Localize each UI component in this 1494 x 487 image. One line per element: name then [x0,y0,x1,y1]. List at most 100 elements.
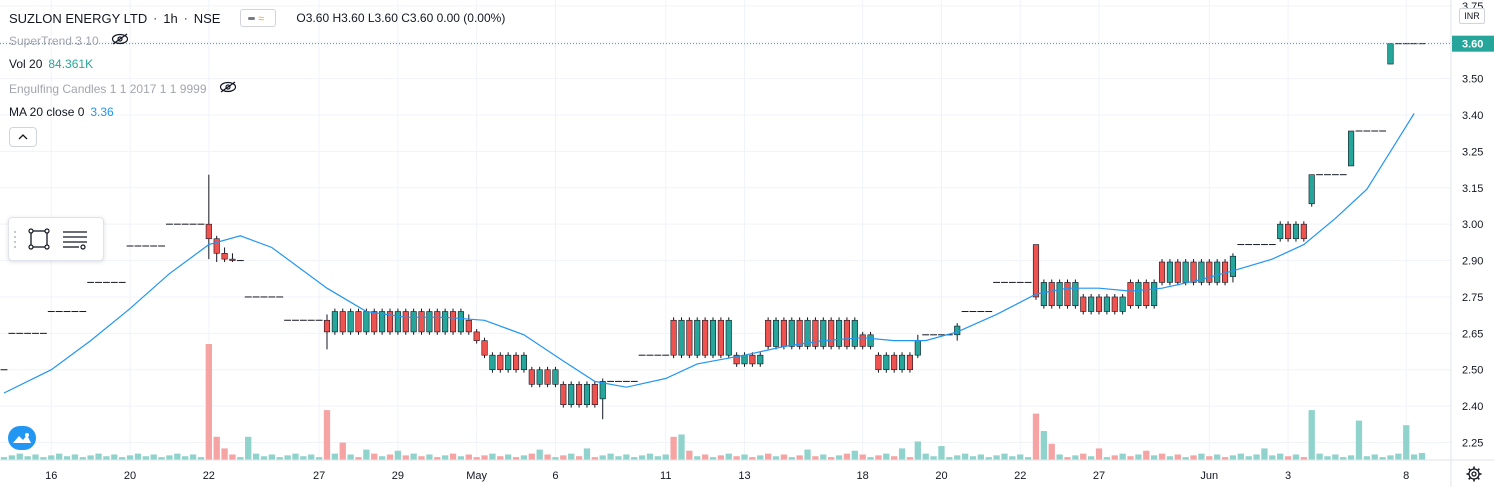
candle-up [883,354,890,371]
candle-down [1300,223,1307,240]
drag-handle-icon[interactable] [9,230,21,248]
candle-up [1182,261,1189,283]
volume-bar [1056,454,1063,460]
volume-bar [24,456,31,460]
volume-bar [126,455,134,460]
volume-bar [1418,453,1426,460]
candle-down [733,354,740,365]
volume-bar [386,454,394,460]
volume-bar [575,456,583,460]
candle-up [1088,296,1095,312]
volume-bar [1143,450,1150,460]
volume-bar [1269,455,1276,460]
symbol-name[interactable]: SUZLON ENERGY LTD [9,10,148,26]
candle-up [331,311,338,333]
volume-bar [221,448,228,460]
volume-bar [1151,455,1158,460]
volume-bar [205,344,212,460]
settings-gear-icon[interactable] [1465,465,1483,483]
volume-bar [1032,413,1040,460]
chart-grid [0,0,1451,460]
candle-down [205,223,212,240]
volume-bar [95,453,102,460]
object-tree-button[interactable] [57,221,93,257]
volume-bar [717,455,725,460]
volume-bar [434,457,441,460]
volume-bar [977,454,984,460]
time-tick-label: 8 [1403,470,1409,482]
volume-bar [465,454,472,460]
candle-up [347,311,354,333]
exchange-label: NSE [193,10,221,26]
volume-label: Vol 20 [9,57,43,71]
candle-up [741,354,748,365]
engulfing-legend[interactable]: Engulfing Candles 1 1 2017 1 1 9999 [9,81,237,96]
candle-up [599,381,606,400]
volume-bar [560,455,567,460]
volume-bar [103,456,110,460]
time-tick-label: May [466,470,487,482]
volume-bar [568,453,575,460]
volume-bar [709,457,717,460]
candle-down [843,319,850,347]
supertrend-legend[interactable]: SuperTrend 3 10 [9,33,129,48]
candle-up [867,334,874,347]
price-tick-label: 3.40 [1462,110,1483,122]
volume-bar [583,448,591,460]
volume-bar [166,455,173,460]
candle-down [891,354,898,371]
candle-down [1048,282,1055,306]
volume-bar [142,456,149,460]
volume-bar [402,455,409,460]
volume-bar [812,456,819,460]
compare-toggle-icon[interactable]: ≈ [240,9,277,27]
currency-label[interactable]: INR [1459,8,1485,24]
volume-bar [733,456,740,460]
floating-drawing-toolbar[interactable] [8,217,104,261]
rectangle-tool-button[interactable] [21,221,57,257]
volume-bar [284,455,291,460]
volume-bar [268,454,275,460]
candle-up [410,311,417,333]
candle-down [859,334,866,347]
volume-bar [828,457,835,460]
time-tick-label: 20 [935,470,947,482]
volume-bar [638,455,646,460]
hidden-eye-icon[interactable] [219,81,237,96]
volume-bar [851,450,858,460]
candle-up [363,311,370,333]
volume-bar [292,453,299,460]
volume-bar [623,454,630,460]
ma-legend[interactable]: MA 20 close 0 3.36 [9,105,114,119]
volume-bar [1379,457,1386,460]
volume-bar [449,453,457,460]
volume-bar [1277,453,1284,460]
candle-up [1119,296,1126,312]
candle-up [678,319,685,356]
volume-bar [394,450,402,460]
candle-down [1080,296,1087,312]
candle-down [702,319,709,356]
ma-value: 3.36 [90,105,114,119]
volume-bar [1119,453,1126,460]
time-tick-label: 22 [1014,470,1026,482]
hidden-eye-icon[interactable] [111,33,129,48]
interval-label[interactable]: 1h [163,10,178,26]
volume-bar [378,456,386,460]
volume-bar [749,457,756,460]
volume-bar [1182,457,1189,460]
volume-bar [213,436,220,460]
volume-legend[interactable]: Vol 20 84.361K [9,57,93,71]
collapse-legend-button[interactable] [9,127,37,147]
candle-down [465,319,472,333]
candle-down [544,369,551,385]
price-axis-labels: 3.753.603.503.403.253.153.002.902.752.65… [1462,1,1483,450]
candle-up [1072,282,1079,306]
volume-bar [859,454,866,460]
volume-bar [1072,455,1079,460]
tradingview-logo-icon[interactable] [8,426,36,450]
volume-bar [1087,456,1095,460]
volume-bar [646,453,654,460]
volume-bar [457,456,465,460]
